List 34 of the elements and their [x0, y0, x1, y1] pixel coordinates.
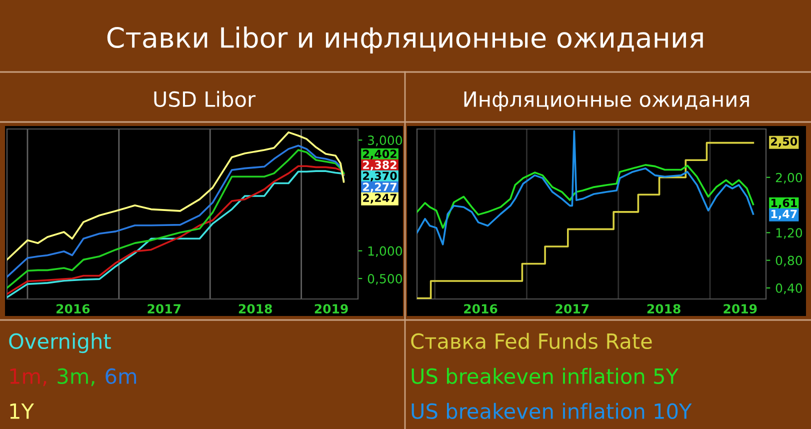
chart-title: Ставки Libor и инфляционные ожидания: [107, 26, 703, 54]
y-tick-label: 0,40: [776, 283, 802, 294]
data-label: 2,247: [363, 194, 396, 204]
chart-subtitle: USD Libor: [154, 90, 256, 108]
y-tick-label: 3,000: [368, 136, 402, 146]
x-tick-label: 2018: [238, 304, 272, 314]
y-tick-label: 0,500: [368, 274, 402, 285]
y-tick-label: 1,20: [776, 228, 802, 239]
y-tick-label: 1,000: [368, 246, 402, 258]
text: US breakeven inflation 5Y: [412, 368, 679, 384]
x-tick-label: 2019: [314, 304, 348, 314]
chart-subtitle: Инфляционные ожидания: [464, 92, 749, 112]
x-tick-label: 2019: [724, 304, 757, 314]
x-tick-label: 2018: [647, 304, 680, 314]
y-tick-label: 0,80: [776, 256, 802, 267]
y-tick-label: 2,00: [776, 172, 802, 184]
text: 3m,: [58, 368, 94, 386]
series-label: Overnight: [9, 332, 111, 354]
text: 6m: [106, 368, 136, 384]
data-label: 2,370: [363, 172, 397, 182]
text: 1Y: [10, 404, 34, 419]
data-label: 2,382: [363, 160, 396, 171]
text: US breakeven inflation 10Y: [412, 402, 692, 420]
x-tick-label: 2016: [464, 304, 498, 314]
x-tick-label: 2017: [148, 304, 181, 314]
series-label: Ставка Fed Funds Rate: [411, 332, 652, 350]
data-label: 1,61: [771, 198, 797, 209]
data-label: 2,50: [771, 137, 798, 148]
text: 1m,: [10, 368, 46, 386]
data-label: 1,47: [771, 210, 797, 220]
data-label: 2,402: [363, 150, 396, 160]
data-label: 2,277: [363, 182, 396, 193]
x-tick-label: 2016: [56, 304, 90, 314]
x-tick-label: 2017: [556, 304, 589, 314]
